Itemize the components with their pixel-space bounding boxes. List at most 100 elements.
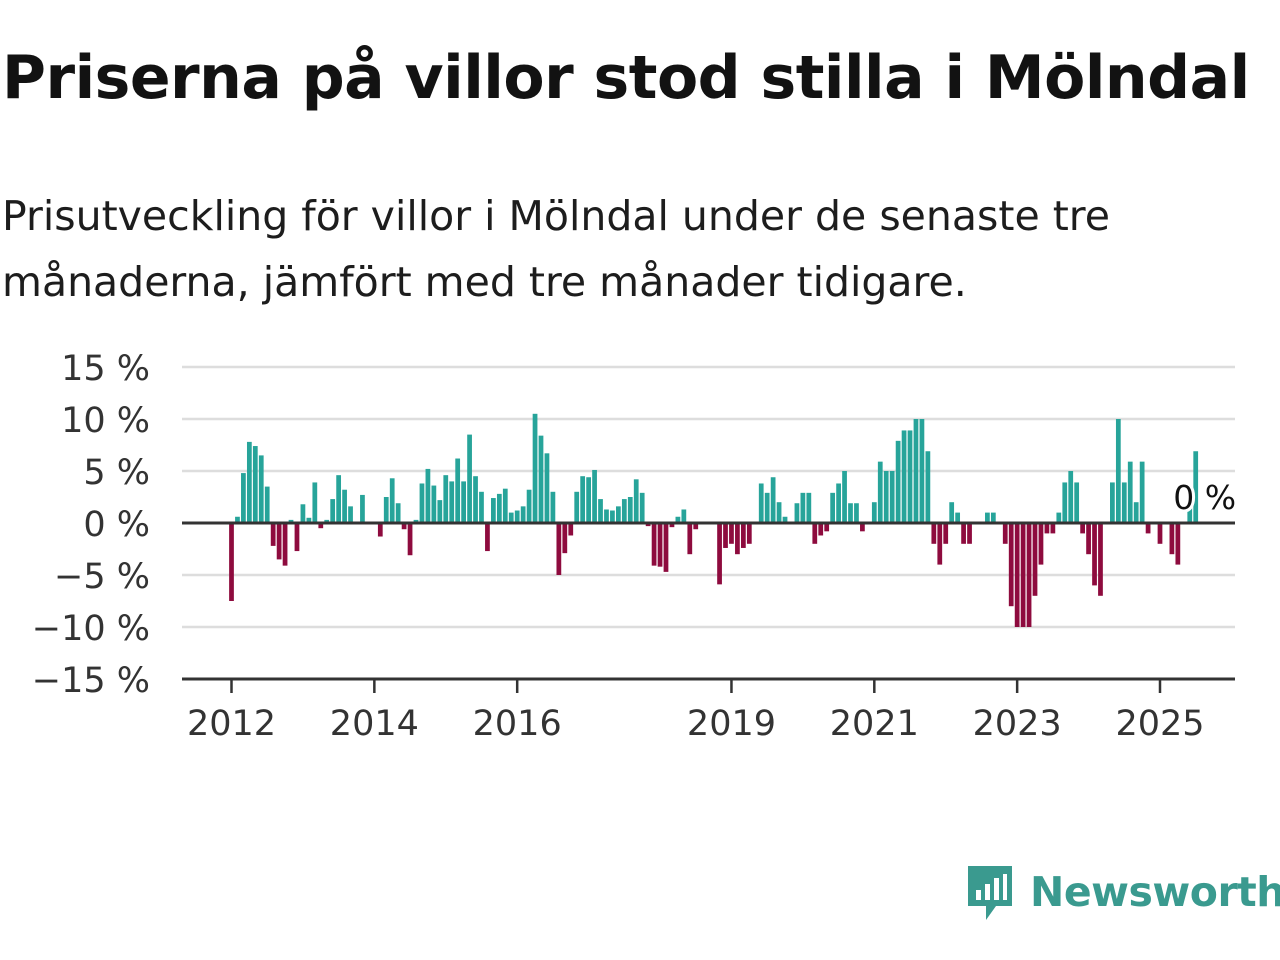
- bar: [550, 491, 556, 523]
- newsworthy-brand: Newsworthy: [964, 862, 1280, 922]
- bar: [318, 523, 324, 529]
- bar: [764, 492, 770, 523]
- bar: [836, 483, 841, 523]
- bar: [794, 503, 800, 523]
- bar: [735, 523, 740, 555]
- bar: [407, 523, 413, 556]
- bar: [1002, 523, 1008, 544]
- bar: [336, 475, 342, 523]
- bar: [1026, 523, 1032, 627]
- bar: [1121, 482, 1127, 523]
- y-tick-label: 10 %: [61, 401, 150, 441]
- bar: [1187, 506, 1193, 523]
- bar: [1157, 523, 1163, 544]
- bar: [616, 506, 621, 523]
- bar: [419, 483, 425, 523]
- bar: [288, 519, 294, 523]
- bar: [871, 502, 877, 523]
- bar: [538, 435, 544, 523]
- y-tick-label: −5 %: [54, 557, 150, 597]
- bar: [824, 523, 830, 532]
- bar: [621, 499, 627, 523]
- bar: [907, 430, 913, 523]
- x-tick-label: 2025: [1115, 704, 1204, 744]
- bar: [925, 451, 931, 523]
- x-tick-label: 2016: [473, 704, 562, 744]
- bar: [496, 493, 502, 523]
- bar: [270, 523, 276, 546]
- bar: [246, 441, 252, 523]
- x-tick-label: 2019: [687, 704, 776, 744]
- bar: [1008, 523, 1014, 607]
- bar: [532, 413, 538, 523]
- bar: [461, 481, 466, 523]
- bar: [306, 517, 312, 523]
- bar: [508, 512, 514, 523]
- bar: [633, 479, 639, 523]
- chart-title: Priserna på villor stod stilla i Mölndal: [2, 43, 1250, 113]
- y-tick-label: 15 %: [61, 349, 150, 389]
- y-axis-labels: 15 % 10 % 5 % 0 % −5 % −10 % −15 %: [32, 349, 150, 701]
- bar: [413, 519, 419, 523]
- bar: [1044, 523, 1050, 534]
- bar: [252, 446, 258, 523]
- bar: [1139, 461, 1145, 523]
- bar: [758, 483, 764, 523]
- bar: [740, 523, 746, 548]
- x-tick-label: 2012: [187, 704, 276, 744]
- bar: [776, 502, 782, 523]
- bar: [1169, 523, 1175, 555]
- bar: [1133, 502, 1139, 523]
- bar: [746, 523, 752, 544]
- bar: [443, 475, 449, 523]
- bar: [526, 489, 532, 523]
- bar: [1080, 523, 1085, 534]
- bar: [610, 510, 615, 523]
- bar: [580, 476, 586, 523]
- bar: [729, 523, 734, 544]
- bar: [401, 523, 407, 530]
- bar: [1145, 523, 1151, 534]
- bar: [342, 489, 347, 523]
- bar: [1062, 482, 1068, 523]
- y-tick-label: 5 %: [83, 453, 150, 493]
- bar: [282, 523, 288, 566]
- x-tick-label: 2014: [330, 704, 419, 744]
- bar: [848, 503, 853, 523]
- bar: [360, 494, 365, 523]
- bar: [806, 492, 812, 523]
- bar: [235, 516, 240, 523]
- bar: [276, 523, 282, 560]
- bar: [1110, 482, 1115, 523]
- bar: [479, 491, 484, 523]
- bar: [592, 469, 597, 523]
- bar: [949, 502, 955, 523]
- bar: [586, 477, 591, 523]
- bar: [574, 491, 580, 523]
- bar: [1056, 512, 1062, 523]
- bar: [455, 458, 461, 523]
- bar: [264, 486, 270, 523]
- bars: [229, 413, 1199, 627]
- bar: [627, 497, 633, 523]
- bar: [1050, 523, 1056, 534]
- bar: [639, 492, 645, 523]
- bar: [889, 471, 895, 523]
- bar: [842, 471, 847, 523]
- bar: [568, 523, 574, 536]
- x-axis-ticks: 2012 2014 2016 2019 2021 2023 2025: [187, 679, 1205, 744]
- bar: [985, 512, 990, 523]
- bar: [961, 523, 966, 544]
- bar: [556, 523, 562, 575]
- bar: [651, 523, 657, 566]
- x-tick-label: 2021: [830, 704, 919, 744]
- bar: [913, 419, 919, 523]
- bar: [1193, 451, 1199, 523]
- bar: [502, 488, 508, 523]
- bar: [229, 523, 234, 601]
- bar: [324, 519, 330, 523]
- bar: [669, 523, 675, 528]
- bar: [990, 512, 996, 523]
- bar: [901, 430, 907, 523]
- bar: [1068, 471, 1074, 523]
